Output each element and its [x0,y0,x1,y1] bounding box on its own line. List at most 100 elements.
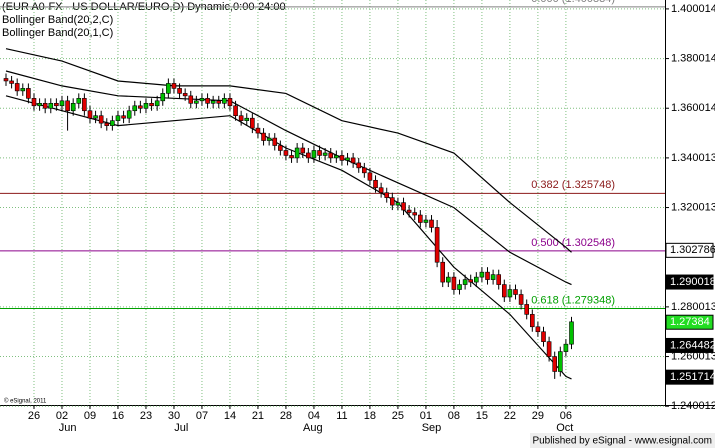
y-tick-label: 1.280013 [671,301,715,313]
month-label: Oct [556,422,573,434]
month-label: Aug [303,422,323,434]
band-line [5,48,572,253]
candle-body [266,137,272,141]
candle-body [434,227,440,263]
candle-body [171,83,177,89]
candle-body [272,137,278,146]
month-label: Jul [174,422,188,434]
candle-body [110,120,115,126]
candle-body [502,284,507,298]
candle-body [451,276,457,290]
candle-body [496,274,502,285]
study-label: Bollinger Band(20,1,C) [2,27,113,39]
candle-body [76,98,82,104]
candle-body [205,98,210,104]
x-tick-label: 25 [392,410,404,422]
candle-body [283,150,289,156]
candle-body [518,294,524,305]
candle-body [98,115,104,124]
footer: Published by eSignal - www.esignal.com [532,436,712,447]
candle-body [54,102,59,107]
candle-body [345,157,350,161]
x-tick-label: 16 [112,410,124,422]
candle-body [250,117,255,129]
candle-body [48,102,54,109]
candle-body [569,321,574,345]
level-label: 0.382 (1.325748) [531,179,615,191]
price-flag-label: 1.251714 [670,371,715,383]
candle-body [261,132,266,141]
x-tick-label: 18 [364,410,376,422]
level-label: 0.618 (1.279348) [531,294,615,306]
candle-body [401,202,406,211]
candle-body [210,100,216,104]
candle-body [356,162,362,169]
candle-body [524,304,530,315]
x-tick-label: 23 [140,410,152,422]
x-tick-label: 22 [504,410,516,422]
candle-body [160,93,166,102]
band-line [5,70,572,286]
candle-body [149,102,154,107]
candle-body [121,115,126,119]
candle-body [546,341,552,357]
candle-body [339,155,345,161]
candle-body [42,102,48,109]
candle-body [188,95,194,104]
candle-body [446,276,451,283]
x-tick-label: 15 [476,410,488,422]
candle-body [154,100,160,107]
candle-body [255,127,261,134]
candle-body [93,115,98,119]
candle-body [278,145,283,151]
candle-body [216,100,222,104]
price-flag-label: 1.27384 [670,316,710,328]
x-tick-label: 29 [532,410,544,422]
candle-body [457,284,462,290]
price-flag [665,337,714,353]
candle-body [462,279,468,285]
x-tick-label: 11 [336,410,347,422]
candle-body [87,110,93,119]
candle-body [238,115,244,121]
candle-body [412,212,418,216]
candle-body [138,105,143,109]
candle-body [317,150,322,156]
x-tick-label: 28 [280,410,292,422]
candle-body [367,172,373,181]
candle-body [70,102,76,112]
y-tick-label: 1.380014 [671,52,715,64]
candle-body [513,289,518,295]
candle-body [31,98,37,107]
candle-body [306,152,311,159]
candle-body [384,192,390,198]
candle-body [328,152,334,159]
x-tick-label: 04 [308,410,320,422]
candle-body [485,271,490,280]
y-tick-label: 1.340013 [671,152,715,164]
x-tick-label: 30 [168,410,180,422]
candle-body [166,83,171,94]
x-tick-label: 21 [252,410,264,422]
copyright: © eSignal, 2011 [4,398,47,405]
candle-body [82,98,87,112]
candle-body [418,214,423,223]
candle-body [65,100,70,112]
candle-body [535,326,541,333]
candle-body [115,115,121,121]
candle-body [300,147,306,154]
candle-body [541,331,546,342]
candle-body [289,155,294,159]
candle-body [373,179,378,189]
candle-body [378,187,384,193]
candle-body [26,88,31,99]
candle-body [311,150,317,159]
x-tick-label: 06 [560,410,572,422]
y-tick-label: 1.320013 [671,201,715,213]
candle-body [429,219,434,228]
candle-body [182,93,188,97]
candle-body [244,117,250,121]
candle-body [334,155,339,159]
candle-body [199,98,205,102]
